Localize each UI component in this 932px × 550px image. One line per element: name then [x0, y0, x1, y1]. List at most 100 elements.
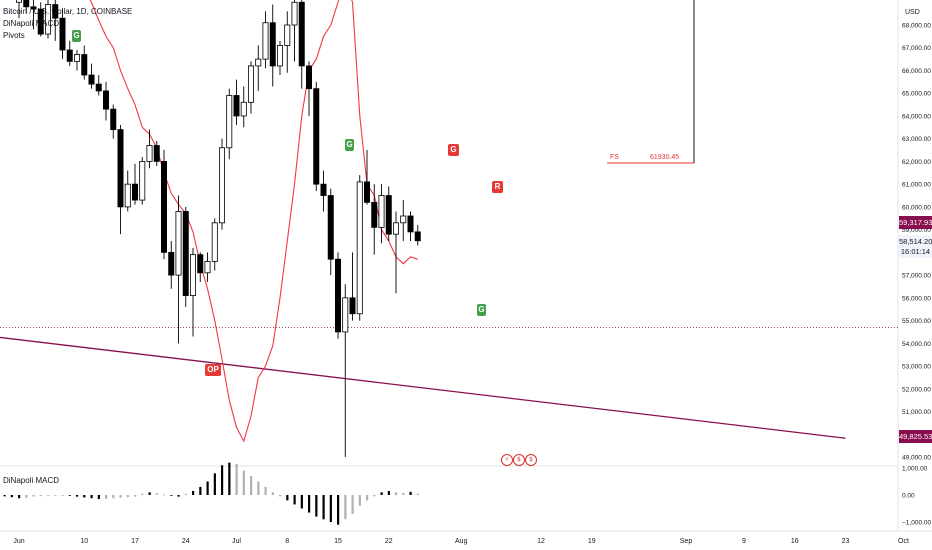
event-icon-3[interactable]: $ [525, 454, 537, 466]
op-marker: OP [205, 364, 221, 376]
x-tick-label: Sep [680, 538, 693, 545]
candle [139, 156, 146, 205]
y-tick-label: 52,000.00 [902, 386, 931, 393]
x-tick-label: Jun [13, 538, 24, 545]
y-tick-label: 49,000.00 [902, 455, 931, 462]
macd-bar [308, 495, 311, 513]
candle [95, 75, 102, 96]
macd-bar [329, 495, 332, 522]
macd-bar [264, 486, 267, 495]
x-tick-label: Aug [455, 538, 468, 545]
macd-bar [300, 495, 303, 509]
macd-bar [286, 495, 289, 501]
y-tick-label: 62,000.00 [902, 159, 931, 166]
macd-bar [170, 495, 173, 496]
candle [392, 211, 399, 294]
macd-bar [366, 495, 369, 501]
x-tick-label: 19 [588, 538, 596, 545]
candle [66, 40, 73, 66]
candle [407, 211, 414, 241]
candle [233, 79, 240, 126]
candle [342, 284, 349, 457]
y-tick-label: 59,000.00 [902, 227, 931, 234]
candle [378, 184, 385, 244]
y-tick-label: 54,000.00 [902, 341, 931, 348]
event-icon-1[interactable]: ⚡ [501, 454, 513, 466]
candle [414, 225, 421, 246]
macd-bar [337, 495, 340, 525]
y-tick-label: 56,000.00 [902, 295, 931, 302]
y-tick-label: 60,000.00 [902, 204, 931, 211]
candle [298, 0, 305, 89]
trendline-price-tag: 49,825.53 [899, 430, 932, 443]
x-tick-label: 9 [742, 538, 746, 545]
macd-bar [242, 470, 245, 495]
macd-bar [18, 495, 21, 499]
macd-bar [32, 495, 35, 497]
macd-bar [68, 495, 71, 496]
candle [313, 81, 320, 191]
fs-label: FS [610, 154, 619, 161]
x-tick-label: 23 [842, 538, 850, 545]
candle [117, 125, 124, 235]
candle [74, 50, 81, 71]
candle [349, 252, 356, 321]
macd-bar [25, 495, 28, 498]
macd-bar [402, 492, 405, 495]
macd-bar [409, 491, 412, 495]
candle [37, 2, 44, 37]
candle [175, 195, 182, 344]
macd-tick-label: 1,000.00 [902, 466, 928, 473]
candle [255, 45, 262, 91]
y-tick-label: 68,000.00 [902, 23, 931, 30]
macd-bar [10, 495, 13, 498]
candle [211, 218, 218, 271]
candle [371, 184, 378, 255]
candle [182, 206, 189, 307]
candle [146, 129, 153, 169]
x-tick-label: 22 [385, 538, 393, 545]
candle [327, 188, 334, 276]
macd-bar [39, 495, 42, 497]
macd-bar [112, 495, 115, 499]
candle [197, 252, 204, 282]
y-tick-label: 51,000.00 [902, 409, 931, 416]
candle [23, 0, 30, 14]
macd-bar [315, 495, 318, 517]
x-tick-label: 12 [537, 538, 545, 545]
macd-bar [257, 481, 260, 495]
candle [131, 163, 138, 205]
candle [45, 0, 52, 39]
macd-bar [119, 495, 122, 498]
macd-bar [192, 490, 195, 495]
macd-bar [358, 495, 361, 506]
x-tick-label: 10 [80, 538, 88, 545]
event-icon-2[interactable]: $ [513, 454, 525, 466]
macd-bar [126, 495, 129, 498]
macd-tick-label: 0.00 [902, 493, 915, 500]
macd-bar [148, 492, 151, 495]
x-tick-label: 24 [182, 538, 190, 545]
y-tick-label: 53,000.00 [902, 364, 931, 371]
fs-value: 61930.45 [650, 154, 680, 161]
macd-bar [351, 495, 354, 514]
macd-bar [184, 493, 187, 495]
x-tick-label: Oct [898, 538, 909, 545]
trendline [0, 336, 846, 439]
candle [262, 11, 269, 69]
candle [240, 86, 247, 128]
macd-bar [380, 492, 383, 495]
macd-bar [373, 495, 376, 497]
y-tick-label: 64,000.00 [902, 113, 931, 120]
candle [153, 140, 160, 166]
macd-bar [279, 495, 282, 497]
macd-bar [235, 463, 238, 495]
g-signal-green-3: G [72, 30, 81, 42]
macd-pane-label: DiNapoli MACD [3, 476, 60, 485]
candle [110, 104, 117, 139]
candle [81, 45, 88, 80]
price-axis-unit: USD [905, 9, 920, 16]
candle [52, 0, 59, 41]
macd-bar [3, 495, 6, 497]
